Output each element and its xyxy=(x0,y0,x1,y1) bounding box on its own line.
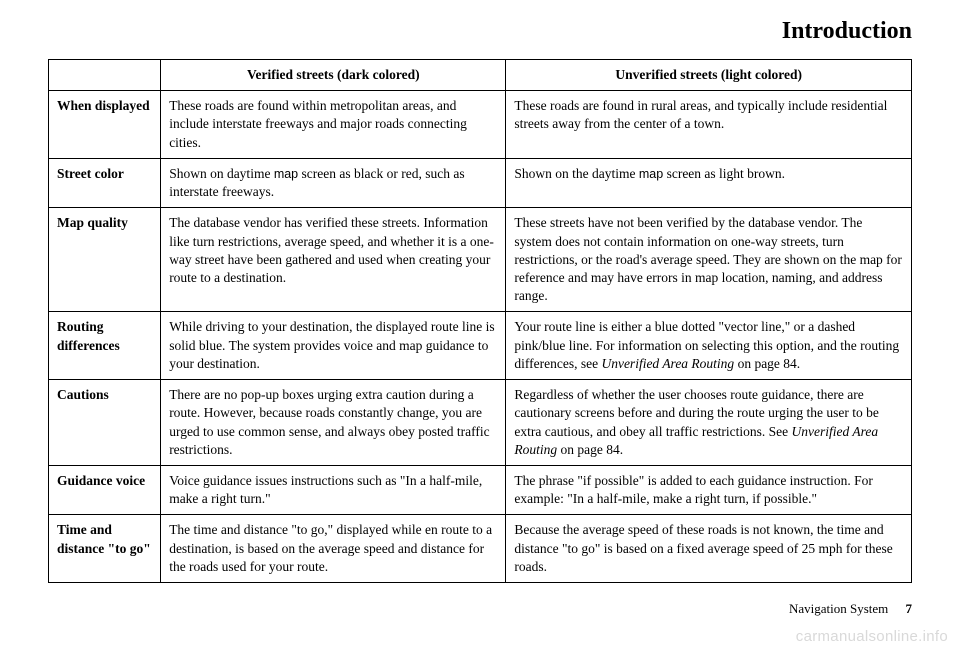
row-label-routing: Routing differences xyxy=(49,312,161,380)
text: Shown on daytime xyxy=(169,166,274,181)
row-label-time: Time and distance "to go" xyxy=(49,515,161,583)
page-title: Introduction xyxy=(48,18,912,45)
text: on page 84. xyxy=(734,356,800,371)
ref-unverified-area-routing: Unverified Area Routing xyxy=(601,356,734,371)
watermark: carmanualsonline.info xyxy=(796,628,948,645)
table-row: Time and distance "to go" The time and d… xyxy=(49,515,912,583)
text: screen as light brown. xyxy=(663,166,785,181)
cell-cautions-verified: There are no pop-up boxes urging extra c… xyxy=(161,380,506,466)
table-row: Street color Shown on daytime map screen… xyxy=(49,158,912,207)
footer-page-number: 7 xyxy=(906,601,913,616)
row-label-cautions: Cautions xyxy=(49,380,161,466)
table-row: Routing differences While driving to you… xyxy=(49,312,912,380)
table-row: Guidance voice Voice guidance issues ins… xyxy=(49,465,912,514)
row-label-color: Street color xyxy=(49,158,161,207)
header-unverified: Unverified streets (light colored) xyxy=(506,60,912,91)
row-label-voice: Guidance voice xyxy=(49,465,161,514)
row-label-quality: Map quality xyxy=(49,208,161,312)
table-header-row: Verified streets (dark colored) Unverifi… xyxy=(49,60,912,91)
cell-voice-unverified: The phrase "if possible" is added to eac… xyxy=(506,465,912,514)
streets-comparison-table: Verified streets (dark colored) Unverifi… xyxy=(48,59,912,583)
text: Shown on the daytime xyxy=(514,166,639,181)
cell-quality-verified: The database vendor has verified these s… xyxy=(161,208,506,312)
cell-voice-verified: Voice guidance issues instructions such … xyxy=(161,465,506,514)
cell-time-unverified: Because the average speed of these roads… xyxy=(506,515,912,583)
header-blank xyxy=(49,60,161,91)
cell-routing-unverified: Your route line is either a blue dotted … xyxy=(506,312,912,380)
table-row: Cautions There are no pop-up boxes urgin… xyxy=(49,380,912,466)
cell-when-verified: These roads are found within metropolita… xyxy=(161,91,506,159)
table-row: Map quality The database vendor has veri… xyxy=(49,208,912,312)
cell-when-unverified: These roads are found in rural areas, an… xyxy=(506,91,912,159)
text: on page 84. xyxy=(557,442,623,457)
footer: Navigation System 7 xyxy=(789,601,912,617)
map-word: map xyxy=(639,167,663,181)
row-label-when: When displayed xyxy=(49,91,161,159)
cell-time-verified: The time and distance "to go," displayed… xyxy=(161,515,506,583)
footer-label: Navigation System xyxy=(789,601,888,616)
manual-page: Introduction Verified streets (dark colo… xyxy=(0,0,960,655)
map-word: map xyxy=(274,167,298,181)
cell-color-unverified: Shown on the daytime map screen as light… xyxy=(506,158,912,207)
cell-cautions-unverified: Regardless of whether the user chooses r… xyxy=(506,380,912,466)
cell-routing-verified: While driving to your destination, the d… xyxy=(161,312,506,380)
header-verified: Verified streets (dark colored) xyxy=(161,60,506,91)
table-row: When displayed These roads are found wit… xyxy=(49,91,912,159)
cell-quality-unverified: These streets have not been verified by … xyxy=(506,208,912,312)
cell-color-verified: Shown on daytime map screen as black or … xyxy=(161,158,506,207)
